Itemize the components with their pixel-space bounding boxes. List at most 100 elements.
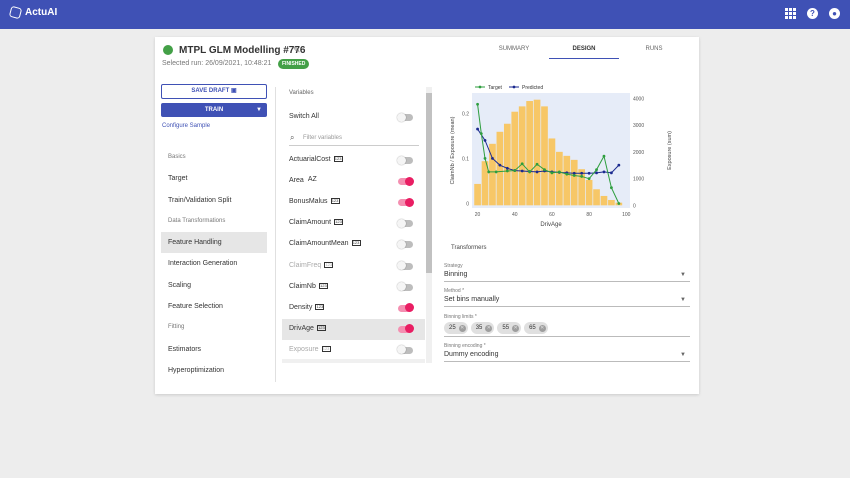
chevron-down-icon[interactable]: ▼ bbox=[256, 107, 262, 113]
nav-item-train-validation-split[interactable]: Train/Validation Split bbox=[168, 196, 232, 204]
variables-horizontal-scrollbar[interactable] bbox=[282, 359, 425, 363]
variable-row[interactable]: Area AZ bbox=[282, 171, 425, 192]
variable-row[interactable]: DrivAge 123 bbox=[282, 318, 425, 340]
scrollbar-thumb[interactable] bbox=[426, 93, 432, 273]
variable-toggle[interactable] bbox=[397, 282, 413, 292]
nav-item-scaling[interactable]: Scaling bbox=[168, 281, 191, 289]
numeric-type-icon: 123 bbox=[318, 282, 328, 289]
target-point bbox=[528, 170, 532, 174]
target-point bbox=[580, 175, 584, 178]
apps-grid-icon[interactable] bbox=[785, 8, 796, 19]
variable-row[interactable]: Exposure 123 bbox=[282, 340, 425, 361]
target-point bbox=[520, 162, 524, 166]
remove-chip-icon[interactable]: ✕ bbox=[538, 324, 546, 332]
variable-toggle[interactable] bbox=[398, 197, 414, 207]
variable-row[interactable]: ClaimAmountMean 123 bbox=[282, 234, 425, 255]
help-icon[interactable]: ? bbox=[807, 8, 818, 19]
target-point bbox=[494, 170, 498, 174]
variables-scrollbar[interactable] bbox=[426, 87, 432, 363]
variable-name: Exposure 123 bbox=[289, 345, 331, 353]
target-point bbox=[479, 132, 483, 135]
app-brand[interactable]: ActuAI bbox=[8, 5, 58, 20]
method-label: Method * bbox=[444, 288, 465, 294]
strategy-select[interactable]: Strategy Binning ▼ bbox=[444, 263, 690, 282]
numeric-type-icon: 123 bbox=[315, 303, 325, 310]
selected-run-label: Selected run: 26/09/2021, 10:48:21 bbox=[162, 60, 272, 67]
exposure-bar bbox=[526, 101, 533, 206]
variable-toggle[interactable] bbox=[397, 155, 413, 165]
tab-summary[interactable]: SUMMARY bbox=[498, 46, 530, 52]
variable-row[interactable]: ClaimNb 123 bbox=[282, 277, 425, 298]
tab-design[interactable]: DESIGN bbox=[549, 43, 619, 59]
remove-chip-icon[interactable]: ✕ bbox=[512, 324, 520, 332]
tab-runs[interactable]: RUNS bbox=[645, 46, 663, 52]
binning-limits-field[interactable]: Binning limits * 25 ✕ 35 ✕ 55 ✕ 65 ✕ bbox=[444, 314, 690, 337]
switch-all-row: Switch All bbox=[282, 107, 425, 128]
predicted-point bbox=[491, 156, 494, 160]
bin-limit-chip[interactable]: 35 ✕ bbox=[470, 322, 495, 334]
account-icon[interactable]: ● bbox=[829, 8, 840, 19]
binning-encoding-select[interactable]: Binning encoding * Dummy encoding ▼ bbox=[444, 343, 690, 362]
strategy-label: Strategy bbox=[444, 263, 463, 269]
remove-chip-icon[interactable]: ✕ bbox=[485, 324, 493, 332]
nav-section-header-data-transformations: Data Transformations bbox=[168, 217, 226, 224]
legend-marker bbox=[478, 85, 482, 89]
bin-limit-value: 35 bbox=[475, 325, 483, 331]
predicted-point bbox=[483, 138, 487, 142]
top-app-bar: ActuAI ? ● bbox=[0, 0, 850, 29]
variable-row[interactable]: ClaimAmount 123 bbox=[282, 213, 425, 234]
variable-row[interactable]: Density 123 bbox=[282, 298, 425, 319]
variable-toggle[interactable] bbox=[397, 239, 413, 249]
variable-toggle[interactable] bbox=[397, 261, 413, 270]
filter-variables-input[interactable]: ⌕ Filter variables bbox=[289, 132, 419, 146]
bin-limit-chip[interactable]: 65 ✕ bbox=[524, 322, 548, 334]
save-draft-button[interactable]: SAVE DRAFT ▣ bbox=[161, 84, 267, 99]
bin-limit-chip[interactable]: 25 ✕ bbox=[444, 322, 468, 334]
edit-icon[interactable]: ✎ bbox=[293, 45, 301, 55]
nav-item-hyperoptimization[interactable]: Hyperoptimization bbox=[168, 366, 225, 374]
exposure-bar bbox=[489, 143, 496, 206]
variable-label: BonusMalus bbox=[289, 198, 328, 206]
target-point bbox=[610, 186, 613, 190]
method-value: Set bins manually bbox=[444, 296, 500, 303]
legend-label: Predicted bbox=[522, 85, 543, 91]
predicted-point bbox=[602, 170, 606, 174]
app-name: ActuAI bbox=[25, 7, 58, 18]
nav-item-feature-selection[interactable]: Feature Selection bbox=[168, 303, 223, 311]
nav-item-feature-handling[interactable]: Feature Handling bbox=[161, 232, 267, 254]
method-select[interactable]: Method * Set bins manually ▼ bbox=[444, 288, 690, 307]
nav-item-target[interactable]: Target bbox=[168, 175, 188, 183]
predicted-point bbox=[610, 171, 613, 175]
bin-limit-chip[interactable]: 55 ✕ bbox=[497, 322, 522, 334]
variable-toggle[interactable] bbox=[398, 324, 414, 334]
x-tick-label: 20 bbox=[475, 212, 481, 218]
drivage-chart: 20 40 60 80 100 0 0.1 0.2 0 1000 2000 3000 4000 DrivA… bbox=[443, 81, 683, 241]
x-axis-label: DrivAge bbox=[540, 222, 562, 228]
y-tick-label: 0.1 bbox=[462, 156, 469, 162]
configure-sample-link[interactable]: Configure Sample bbox=[162, 123, 211, 129]
variable-toggle[interactable] bbox=[397, 218, 413, 228]
switch-all-toggle[interactable] bbox=[397, 112, 413, 122]
nav-section-header-basics: Basics bbox=[168, 154, 186, 160]
variable-label: ClaimAmountMean bbox=[289, 240, 349, 248]
variable-row[interactable]: BonusMalus 123 bbox=[282, 192, 425, 213]
variable-toggle[interactable] bbox=[397, 345, 413, 355]
predicted-point bbox=[498, 163, 502, 167]
train-button[interactable]: TRAIN ▼ bbox=[161, 103, 267, 117]
remove-chip-icon[interactable]: ✕ bbox=[458, 324, 466, 332]
variable-row[interactable]: ActuarialCost 123 bbox=[282, 150, 425, 171]
numeric-type-icon: 123 bbox=[324, 261, 334, 268]
variable-toggle[interactable] bbox=[398, 303, 414, 313]
predicted-point bbox=[476, 127, 479, 131]
y-tick-label: 0 bbox=[466, 201, 469, 207]
x-tick-label: 100 bbox=[622, 212, 631, 218]
variable-toggle[interactable] bbox=[398, 176, 414, 186]
exposure-bar bbox=[541, 106, 548, 206]
binning-encoding-label: Binning encoding * bbox=[444, 343, 486, 349]
target-point bbox=[587, 177, 591, 181]
chart-svg: 20 40 60 80 10000.10.201000200030004000DrivA… bbox=[450, 85, 673, 228]
nav-item-estimators[interactable]: Estimators bbox=[168, 345, 202, 353]
nav-item-interaction-generation[interactable]: Interaction Generation bbox=[168, 260, 238, 268]
target-point bbox=[483, 156, 487, 160]
variable-row[interactable]: ClaimFreq 123 bbox=[282, 256, 425, 277]
